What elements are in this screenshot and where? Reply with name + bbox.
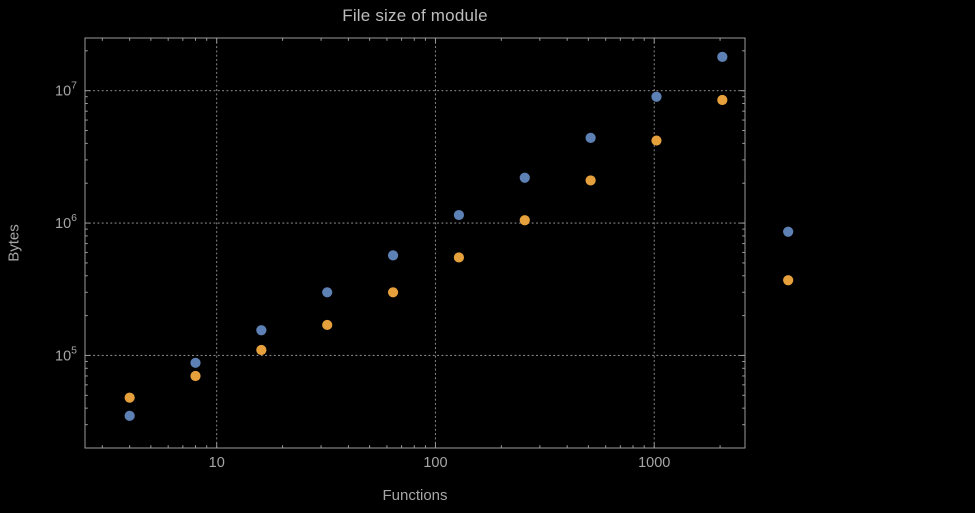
x-tick-label: 1000 (638, 455, 670, 471)
data-point-series-2-orange (519, 215, 530, 226)
x-axis-label: Functions (382, 487, 448, 504)
y-axis-label: Bytes (5, 224, 23, 262)
data-point-series-2-orange (717, 94, 728, 106)
data-point-series-1-blue (256, 325, 267, 336)
data-point-series-2-orange (190, 370, 201, 382)
x-tick-label: 100 (423, 455, 447, 471)
y-tick-label: 107 (55, 80, 77, 100)
data-point-series-1-blue (387, 250, 399, 261)
data-point-series-1-blue (585, 132, 596, 143)
chart-title: File size of module (342, 6, 488, 25)
data-point-series-1-blue (190, 357, 201, 368)
data-point-series-1-blue (651, 91, 662, 102)
data-point-series-1-blue (124, 410, 135, 421)
data-point-series-2-orange (322, 319, 333, 331)
data-point-series-1-blue (783, 226, 794, 237)
data-point-series-2-orange (124, 392, 135, 403)
data-point-series-2-orange (783, 275, 794, 286)
plot-frame (84, 37, 746, 449)
data-point-series-2-orange (387, 287, 399, 298)
data-point-series-1-blue (717, 51, 728, 62)
y-tick-label: 105 (55, 344, 77, 364)
data-point-series-2-orange (585, 175, 596, 186)
data-point-series-1-blue (519, 172, 530, 183)
data-point-series-1-blue (322, 287, 333, 298)
data-point-series-2-orange (453, 252, 465, 263)
x-tick-label: 10 (209, 455, 225, 471)
data-point-series-2-orange (256, 344, 267, 356)
y-tick-label: 106 (55, 212, 77, 232)
data-point-series-1-blue (453, 209, 465, 221)
data-point-series-2-orange (651, 135, 662, 146)
